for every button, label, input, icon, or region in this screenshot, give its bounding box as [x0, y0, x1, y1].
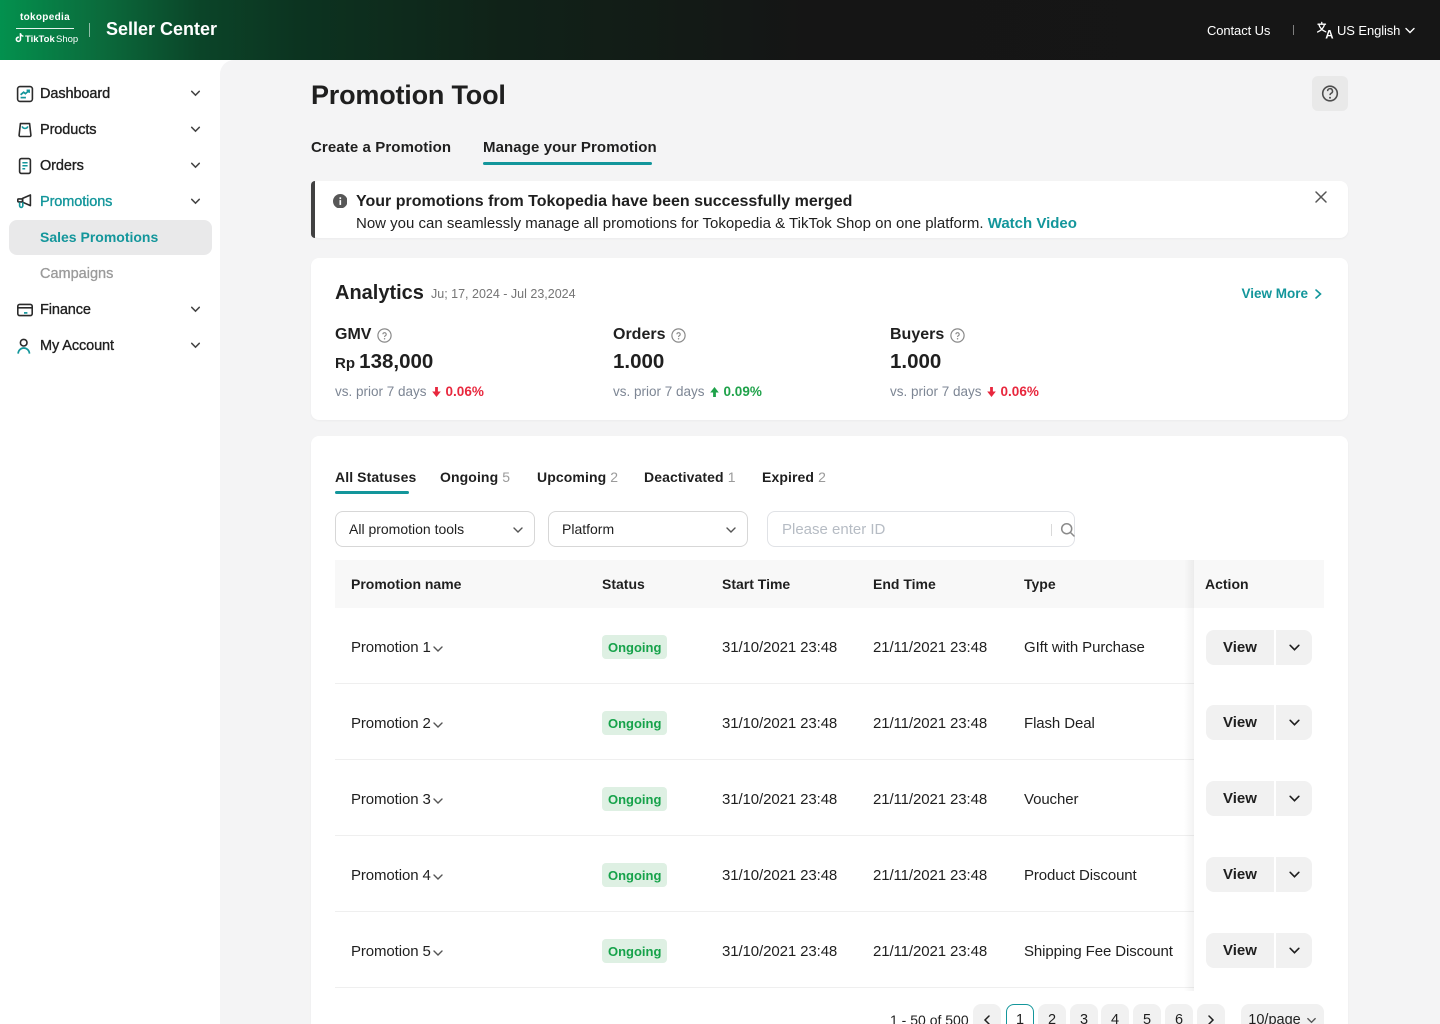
svg-text:A: A	[1325, 30, 1333, 41]
